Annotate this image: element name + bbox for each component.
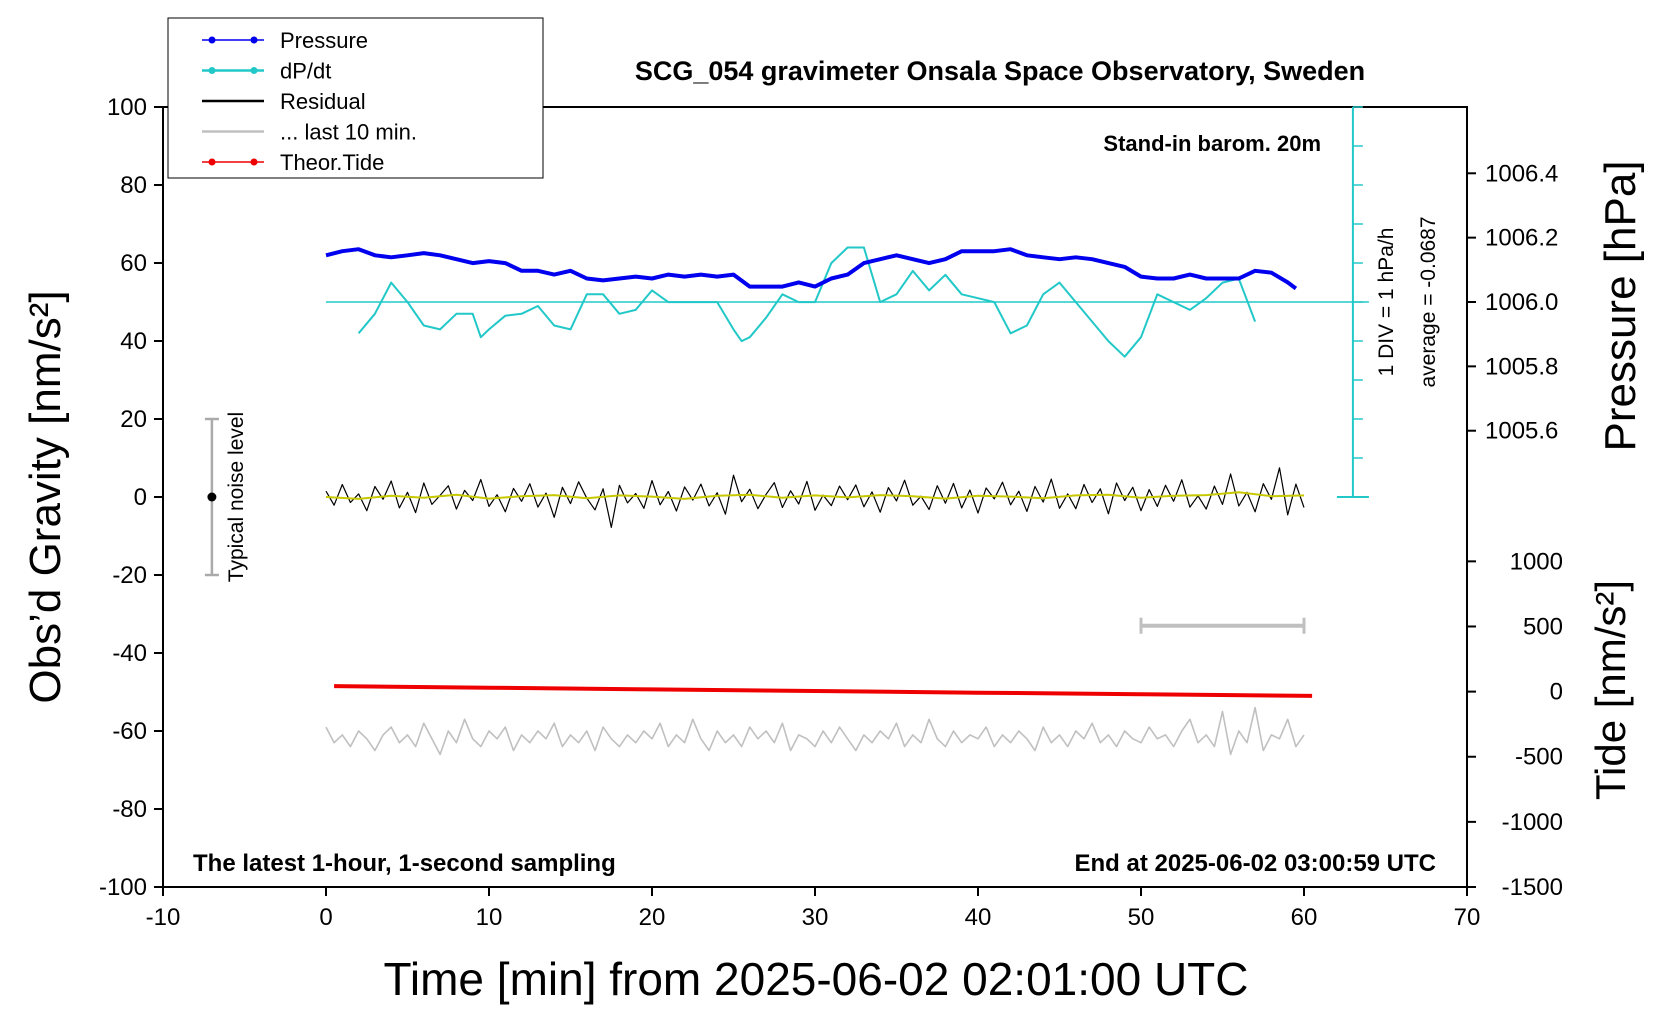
annotation: 1 DIV = 1 hPa/h [1375, 228, 1398, 377]
series-line [325, 706, 1305, 756]
y3-tick-label: 500 [1523, 613, 1563, 640]
legend-label: Residual [280, 89, 366, 114]
x-axis-label: Time [min] from 2025-06-02 02:01:00 UTC [384, 953, 1249, 1005]
y2-tick-label: 1005.6 [1485, 418, 1558, 445]
y3-tick-label: -1500 [1502, 874, 1563, 901]
y-tick-label: -80 [112, 796, 147, 823]
y3-tick-label: -500 [1515, 744, 1563, 771]
legend-marker [250, 67, 258, 74]
y-tick-label: 100 [107, 94, 147, 121]
x-tick-label: 30 [802, 904, 829, 931]
annotation: End at 2025-06-02 03:00:59 UTC [1075, 850, 1437, 877]
y3-tick-label: 0 [1550, 679, 1563, 706]
y3-tick-label: 1000 [1510, 548, 1563, 575]
y-tick-label: 80 [120, 172, 147, 199]
x-tick-label: -10 [146, 904, 181, 931]
annotation: average = -0.0687 [1417, 216, 1440, 387]
chart-title: SCG_054 gravimeter Onsala Space Observat… [635, 56, 1365, 86]
y-tick-label: 20 [120, 406, 147, 433]
x-tick-label: 10 [476, 904, 503, 931]
legend-marker [250, 158, 258, 166]
y2-axis-label: Pressure [hPa] [1596, 160, 1645, 451]
y2-tick-label: 1005.8 [1485, 353, 1558, 380]
y3-tick-label: -1000 [1502, 809, 1563, 836]
series-line [325, 247, 1298, 291]
legend-box [167, 17, 544, 179]
point [207, 492, 217, 502]
legend-marker [208, 36, 216, 44]
series-line [325, 491, 1305, 500]
annotation: Stand-in barom. 20m [1103, 131, 1321, 156]
y-tick-label: 60 [120, 250, 147, 277]
annotation: The latest 1-hour, 1-second sampling [193, 850, 616, 877]
y-tick-label: -40 [112, 640, 147, 667]
legend-label: ... last 10 min. [280, 120, 417, 145]
y2-tick-label: 1006.0 [1485, 289, 1558, 316]
x-tick-label: 40 [965, 904, 992, 931]
legend: Pressure dP/dt Residual ... last 10 min. The… [167, 17, 544, 179]
series-line [325, 467, 1305, 529]
series-line [334, 684, 1313, 698]
x-tick-label: 60 [1291, 904, 1318, 931]
legend-label: dP/dt [280, 59, 331, 84]
y-tick-label: 0 [134, 484, 147, 511]
y-tick-label: -20 [112, 562, 147, 589]
legend-marker [208, 158, 216, 166]
x-tick-label: 70 [1454, 904, 1481, 931]
y-tick-label: 40 [120, 328, 147, 355]
legend-label: Theor.Tide [280, 150, 384, 175]
annotation: Typical noise level [225, 412, 248, 582]
legend-label: Pressure [280, 28, 368, 53]
x-tick-label: 0 [319, 904, 332, 931]
y2-tick-label: 1006.2 [1485, 225, 1558, 252]
y-axis-label: Obs’d Gravity [nm/s²] [21, 290, 70, 703]
y3-axis-label: Tide [nm/s²] [1587, 580, 1634, 800]
legend-marker [250, 36, 258, 44]
y2-tick-label: 1006.4 [1485, 160, 1558, 187]
legend-marker [208, 67, 216, 74]
y-tick-label: -100 [99, 874, 147, 901]
x-tick-label: 50 [1128, 904, 1155, 931]
series-line [357, 246, 1257, 358]
x-tick-label: 20 [639, 904, 666, 931]
y-tick-label: -60 [112, 718, 147, 745]
